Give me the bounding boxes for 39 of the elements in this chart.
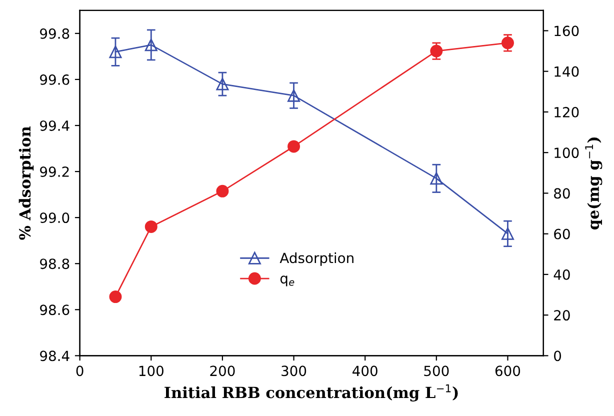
- y2-tick-label: 60: [554, 228, 570, 240]
- x-tick-label: 600: [495, 366, 520, 376]
- x-tick-label: 500: [424, 366, 449, 376]
- point: [288, 140, 300, 153]
- y2-tick-label: 20: [554, 310, 570, 321]
- point: [144, 220, 158, 233]
- y2-tick-label: 160: [554, 26, 579, 36]
- y-tick-label: 98.8: [40, 258, 70, 270]
- y-tick-label: 98.6: [40, 304, 70, 316]
- y2-tick-label: 140: [554, 66, 579, 77]
- y-tick-label: 99.6: [40, 74, 70, 85]
- y2-tick-label: 40: [554, 269, 570, 280]
- legend-label: Adsorption: [280, 252, 354, 266]
- point: [109, 290, 122, 304]
- y2-tick-label: 120: [554, 106, 579, 118]
- point: [430, 172, 443, 185]
- point: [288, 89, 300, 102]
- y-tick-label: 99.0: [40, 212, 70, 224]
- x-tick-label: 300: [282, 366, 306, 376]
- x-tick-label: 400: [352, 366, 378, 376]
- point: [501, 227, 514, 240]
- y2-axis-title: qe(mg g$^{−1}$): [585, 138, 602, 230]
- y2-tick-label: 0: [554, 350, 562, 362]
- legend-label: q$_{e}$: [280, 276, 294, 286]
- point: [216, 78, 229, 90]
- y2-tick-label: 100: [554, 148, 579, 158]
- y2-tick-label: 80: [554, 188, 570, 199]
- x-tick-label: 0: [76, 366, 84, 376]
- y-tick-label: 99.8: [40, 28, 70, 39]
- point: [109, 46, 122, 58]
- x-tick-label: 200: [210, 366, 235, 376]
- point: [144, 38, 158, 52]
- y-tick-label: 99.2: [40, 166, 69, 178]
- x-axis-title: Initial RBB concentration(mg L$^{−1}$): [164, 384, 458, 402]
- x-tick-label: 100: [139, 366, 164, 376]
- y-tick-label: 99.4: [40, 120, 70, 131]
- point: [216, 184, 229, 198]
- y-tick-label: 98.4: [40, 350, 70, 362]
- y-axis-title: % Adsorption: [18, 126, 34, 240]
